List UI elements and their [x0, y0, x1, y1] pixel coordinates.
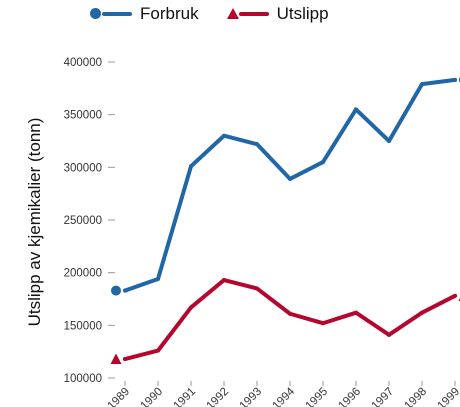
x-tick-label: 1993	[238, 386, 265, 407]
x-tick-label: 1994	[271, 385, 298, 407]
y-tick-label: 250000	[64, 215, 102, 227]
y-tick-label: 350000	[64, 110, 102, 122]
x-tick-label: 1996	[337, 386, 364, 407]
series-marker-utslipp	[110, 353, 122, 365]
data-point-utslipp	[354, 310, 358, 315]
series-line-utslipp	[123, 278, 457, 362]
legend-label-utslipp: Utslipp	[276, 4, 329, 23]
y-tick-label: 300000	[64, 162, 102, 174]
data-point-utslipp	[189, 305, 193, 310]
data-point-forbruk	[354, 107, 358, 112]
data-point-utslipp	[222, 278, 226, 283]
x-axis: 1989 1990 1991 1992 1993 1994 1995 1996 1997 1998…	[106, 381, 460, 407]
legend-item-forbruk: Forbruk	[90, 4, 199, 24]
legend: Forbruk Utslipp	[90, 4, 329, 24]
data-point-forbruk	[255, 142, 259, 147]
y-tick-label: 100000	[64, 373, 102, 385]
x-tick-label: 1995	[304, 386, 331, 407]
series-line-forbruk	[123, 77, 457, 293]
data-point-forbruk	[189, 164, 193, 169]
y-axis: 100000 150000 200000 250000 300000 350000 4000…	[64, 57, 115, 385]
data-point-utslipp	[255, 286, 259, 291]
y-tick-label: 150000	[64, 320, 102, 332]
data-point-utslipp	[387, 332, 391, 337]
legend-line-forbruk	[102, 12, 132, 16]
data-point-utslipp	[123, 357, 127, 362]
data-point-forbruk	[453, 77, 457, 82]
data-point-utslipp	[321, 321, 325, 326]
data-point-forbruk	[387, 139, 391, 143]
data-point-forbruk	[321, 160, 325, 165]
data-point-utslipp	[156, 348, 160, 353]
data-point-utslipp	[453, 293, 457, 298]
x-tick-label: 1998	[403, 386, 430, 407]
x-tick-label: 1989	[106, 386, 133, 407]
y-axis-label: Utslipp av kjemikalier (tonn)	[25, 118, 44, 327]
circle-marker-icon	[90, 8, 101, 19]
data-point-forbruk	[156, 276, 160, 281]
series-marker-forbruk	[111, 285, 121, 296]
legend-label-forbruk: Forbruk	[140, 4, 199, 23]
triangle-marker-icon	[226, 8, 239, 19]
legend-swatch-utslipp	[226, 5, 271, 23]
y-tick-label: 200000	[64, 268, 102, 280]
data-point-utslipp	[288, 311, 292, 316]
x-tick-label: 1991	[172, 386, 199, 407]
legend-line-utslipp	[238, 12, 269, 16]
data-point-utslipp	[420, 310, 424, 315]
x-tick-label: 1999	[436, 386, 460, 407]
data-point-forbruk	[222, 133, 226, 138]
legend-swatch-forbruk	[90, 5, 134, 23]
legend-item-utslipp: Utslipp	[226, 4, 329, 24]
data-point-forbruk	[288, 176, 292, 181]
data-point-forbruk	[123, 288, 127, 293]
series-layer	[110, 76, 460, 365]
data-point-forbruk	[420, 82, 424, 87]
y-tick-label: 400000	[64, 57, 102, 69]
x-tick-label: 1992	[205, 386, 232, 407]
x-tick-label: 1990	[139, 386, 166, 407]
x-tick-label: 1997	[370, 386, 397, 407]
